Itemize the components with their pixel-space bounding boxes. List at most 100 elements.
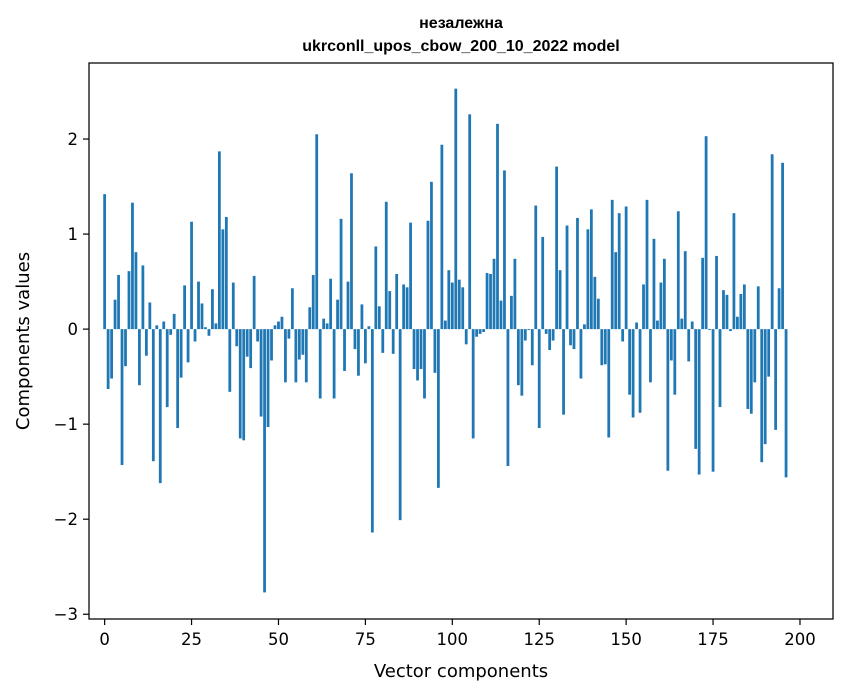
bar	[235, 329, 239, 347]
bar	[322, 318, 326, 330]
bar	[113, 299, 117, 330]
bar	[576, 217, 579, 330]
bar	[729, 329, 732, 332]
bar	[551, 329, 555, 341]
bar	[186, 329, 190, 363]
bar	[610, 199, 614, 330]
bar	[384, 201, 388, 330]
bar	[402, 284, 406, 330]
bar	[704, 136, 708, 330]
bar	[656, 320, 659, 330]
bar	[475, 329, 479, 337]
bar	[457, 279, 461, 330]
bar	[183, 285, 186, 330]
x-tick-label: 50	[268, 630, 289, 649]
bar	[120, 329, 124, 466]
bar	[405, 287, 409, 330]
x-tick-label: 150	[610, 630, 642, 649]
y-tick-label: −1	[54, 415, 78, 434]
y-tick-label: −3	[54, 605, 78, 624]
bar	[635, 322, 638, 330]
bar	[144, 329, 148, 356]
bar	[367, 326, 371, 330]
bar	[270, 329, 273, 361]
x-tick-label: 175	[697, 630, 729, 649]
bar	[228, 329, 232, 392]
bar	[294, 329, 298, 383]
bar	[548, 329, 552, 351]
plot-frame	[88, 62, 834, 620]
bar	[176, 329, 180, 428]
bar	[416, 329, 419, 381]
bar	[652, 238, 656, 330]
bar	[134, 252, 138, 330]
x-tick-label: 200	[784, 630, 816, 649]
bar	[263, 329, 266, 593]
y-axis-label: Components values	[13, 252, 34, 430]
bar	[607, 329, 611, 438]
chart-subtitle: ukrconll_upos_cbow_200_10_2022 model	[302, 38, 619, 55]
bar	[304, 329, 308, 383]
bar	[583, 324, 586, 330]
bar	[687, 329, 691, 362]
bars-group	[103, 88, 788, 593]
bar	[395, 273, 399, 330]
bar	[231, 282, 235, 330]
bar	[412, 329, 416, 370]
bar	[673, 329, 677, 395]
bar	[478, 329, 482, 334]
bar	[447, 270, 451, 330]
bar	[461, 287, 465, 330]
bar	[628, 329, 632, 395]
bar	[388, 291, 392, 330]
bar	[572, 329, 576, 350]
bar	[642, 284, 645, 330]
bar	[259, 329, 263, 417]
bar	[777, 288, 781, 330]
bar	[151, 329, 155, 462]
bar	[443, 320, 447, 330]
bar	[450, 282, 454, 330]
bar	[217, 151, 221, 330]
bar	[558, 270, 562, 330]
bar	[482, 329, 485, 332]
bar	[211, 289, 214, 330]
bar	[433, 329, 437, 373]
bar	[555, 166, 558, 330]
bar	[784, 329, 788, 478]
bar	[736, 316, 739, 330]
bar	[680, 318, 684, 330]
bar	[419, 329, 423, 370]
bar	[523, 329, 527, 341]
bar	[527, 329, 531, 331]
bar	[179, 329, 183, 378]
bar	[666, 329, 670, 471]
bar	[301, 329, 305, 355]
bar	[749, 329, 753, 414]
bar	[391, 329, 395, 354]
bar	[537, 329, 541, 428]
bar	[767, 329, 771, 377]
bar	[534, 205, 538, 330]
bar	[708, 329, 711, 331]
bar	[593, 276, 597, 330]
bar	[697, 329, 701, 475]
bar	[214, 323, 218, 330]
bar	[739, 293, 743, 330]
bar	[110, 329, 113, 379]
bar	[297, 329, 301, 360]
bar	[468, 114, 472, 330]
bar	[252, 275, 256, 330]
bar	[245, 329, 249, 357]
bar	[273, 325, 277, 330]
x-tick-label: 25	[181, 630, 202, 649]
bar	[471, 329, 475, 439]
bar	[746, 329, 750, 409]
bar	[360, 304, 364, 330]
bar	[499, 300, 503, 330]
bar	[676, 211, 680, 330]
bar	[430, 181, 433, 330]
bar	[332, 329, 336, 399]
bar	[690, 321, 694, 330]
